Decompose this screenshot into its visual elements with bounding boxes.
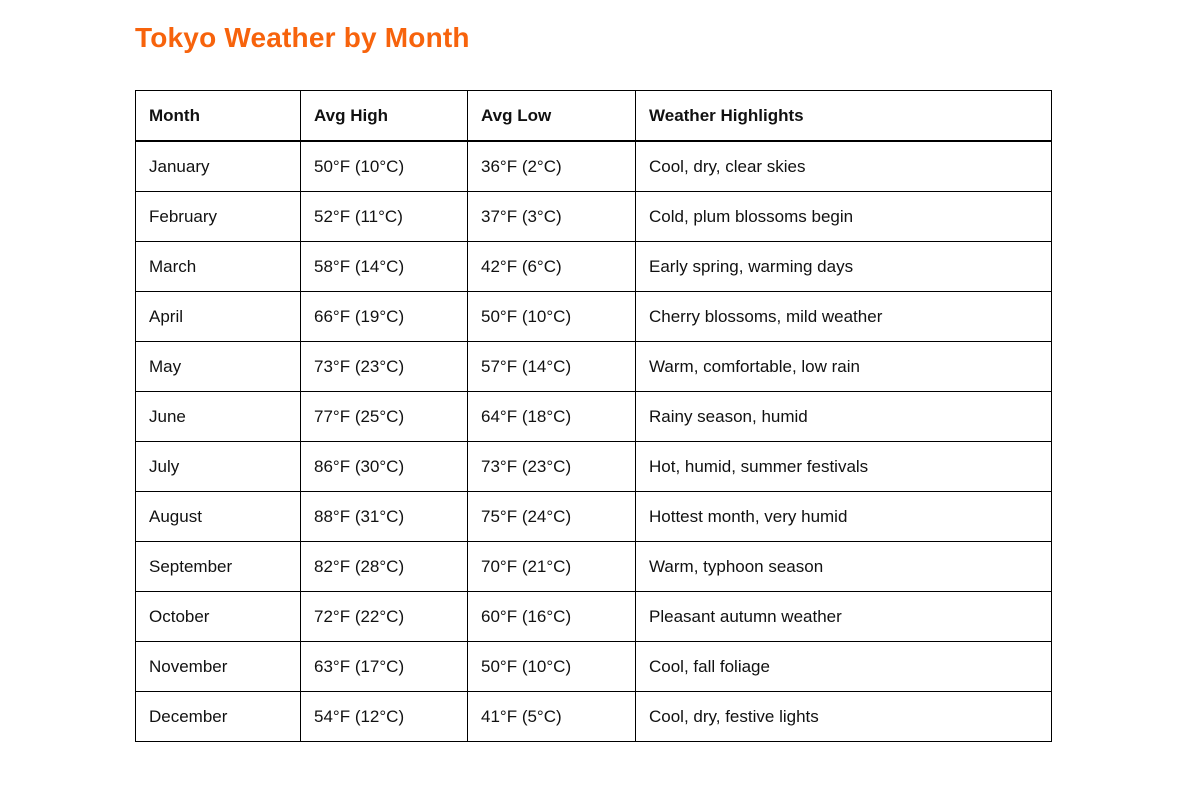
month-cell: June xyxy=(135,391,301,442)
avg-high-cell: 54°F (12°C) xyxy=(300,691,468,742)
avg-high-cell: 77°F (25°C) xyxy=(300,391,468,442)
avg-high-cell: 52°F (11°C) xyxy=(300,191,468,242)
table-row: April 66°F (19°C) 50°F (10°C) Cherry blosso… xyxy=(135,291,1052,342)
highlights-cell: Cool, dry, clear skies xyxy=(635,140,1052,192)
avg-high-cell: 58°F (14°C) xyxy=(300,241,468,292)
column-header-month: Month xyxy=(135,90,301,142)
column-header-avg-low: Avg Low xyxy=(467,90,636,142)
page-title: Tokyo Weather by Month xyxy=(135,22,470,53)
avg-high-cell: 66°F (19°C) xyxy=(300,291,468,342)
avg-high-cell: 72°F (22°C) xyxy=(300,591,468,642)
highlights-cell: Cool, dry, festive lights xyxy=(635,691,1052,742)
highlights-cell: Cherry blossoms, mild weather xyxy=(635,291,1052,342)
avg-high-cell: 50°F (10°C) xyxy=(300,140,468,192)
table-row: August 88°F (31°C) 75°F (24°C) Hottest mont… xyxy=(135,491,1052,542)
table-row: December 54°F (12°C) 41°F (5°C) Cool, dry, … xyxy=(135,691,1052,742)
month-cell: April xyxy=(135,291,301,342)
avg-high-cell: 73°F (23°C) xyxy=(300,341,468,392)
month-cell: May xyxy=(135,341,301,392)
column-header-avg-high: Avg High xyxy=(300,90,468,142)
table-row: July 86°F (30°C) 73°F (23°C) Hot, humid, su… xyxy=(135,441,1052,492)
table-header: Month Avg High Avg Low Weather Highlight… xyxy=(135,90,1052,142)
avg-low-cell: 50°F (10°C) xyxy=(467,291,636,342)
highlights-cell: Warm, typhoon season xyxy=(635,541,1052,592)
highlights-cell: Pleasant autumn weather xyxy=(635,591,1052,642)
avg-low-cell: 75°F (24°C) xyxy=(467,491,636,542)
avg-low-cell: 41°F (5°C) xyxy=(467,691,636,742)
table-row: November 63°F (17°C) 50°F (10°C) Cool, fall… xyxy=(135,641,1052,692)
header-row: Month Avg High Avg Low Weather Highlight… xyxy=(135,90,1052,142)
highlights-cell: Cold, plum blossoms begin xyxy=(635,191,1052,242)
avg-low-cell: 50°F (10°C) xyxy=(467,641,636,692)
highlights-cell: Rainy season, humid xyxy=(635,391,1052,442)
table-row: September 82°F (28°C) 70°F (21°C) Warm, typ… xyxy=(135,541,1052,592)
table-row: June 77°F (25°C) 64°F (18°C) Rainy season, … xyxy=(135,391,1052,442)
table-row: January 50°F (10°C) 36°F (2°C) Cool, dry, c… xyxy=(135,140,1052,192)
avg-high-cell: 63°F (17°C) xyxy=(300,641,468,692)
avg-low-cell: 36°F (2°C) xyxy=(467,140,636,192)
avg-low-cell: 57°F (14°C) xyxy=(467,341,636,392)
table-row: May 73°F (23°C) 57°F (14°C) Warm, comfortab… xyxy=(135,341,1052,392)
month-cell: October xyxy=(135,591,301,642)
highlights-cell: Hottest month, very humid xyxy=(635,491,1052,542)
month-cell: July xyxy=(135,441,301,492)
avg-low-cell: 42°F (6°C) xyxy=(467,241,636,292)
month-cell: February xyxy=(135,191,301,242)
highlights-cell: Warm, comfortable, low rain xyxy=(635,341,1052,392)
highlights-cell: Hot, humid, summer festivals xyxy=(635,441,1052,492)
column-header-highlights: Weather Highlights xyxy=(635,90,1052,142)
avg-low-cell: 70°F (21°C) xyxy=(467,541,636,592)
month-cell: December xyxy=(135,691,301,742)
table-row: February 52°F (11°C) 37°F (3°C) Cold, plum … xyxy=(135,191,1052,242)
highlights-cell: Early spring, warming days xyxy=(635,241,1052,292)
month-cell: November xyxy=(135,641,301,692)
month-cell: March xyxy=(135,241,301,292)
avg-high-cell: 88°F (31°C) xyxy=(300,491,468,542)
avg-low-cell: 60°F (16°C) xyxy=(467,591,636,642)
avg-high-cell: 82°F (28°C) xyxy=(300,541,468,592)
avg-low-cell: 64°F (18°C) xyxy=(467,391,636,442)
highlights-cell: Cool, fall foliage xyxy=(635,641,1052,692)
avg-low-cell: 37°F (3°C) xyxy=(467,191,636,242)
table-body: January 50°F (10°C) 36°F (2°C) Cool, dry, c… xyxy=(135,140,1052,742)
avg-high-cell: 86°F (30°C) xyxy=(300,441,468,492)
month-cell: August xyxy=(135,491,301,542)
table-row: March 58°F (14°C) 42°F (6°C) Early spring, … xyxy=(135,241,1052,292)
weather-table: Month Avg High Avg Low Weather Highlight… xyxy=(135,90,1052,742)
table-row: October 72°F (22°C) 60°F (16°C) Pleasant au… xyxy=(135,591,1052,642)
month-cell: September xyxy=(135,541,301,592)
avg-low-cell: 73°F (23°C) xyxy=(467,441,636,492)
month-cell: January xyxy=(135,140,301,192)
